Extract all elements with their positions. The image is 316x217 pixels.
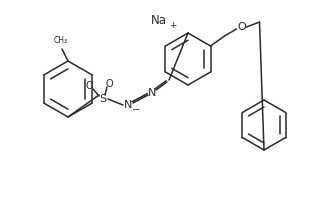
Text: N: N: [124, 100, 132, 110]
Text: O: O: [105, 79, 113, 89]
Text: +: +: [169, 20, 177, 30]
Text: O: O: [237, 22, 246, 32]
Text: S: S: [100, 94, 106, 104]
Text: O: O: [85, 81, 93, 91]
Text: N: N: [148, 88, 156, 98]
Text: −: −: [132, 105, 140, 115]
Text: CH₃: CH₃: [54, 36, 68, 45]
Text: Na: Na: [151, 15, 167, 28]
